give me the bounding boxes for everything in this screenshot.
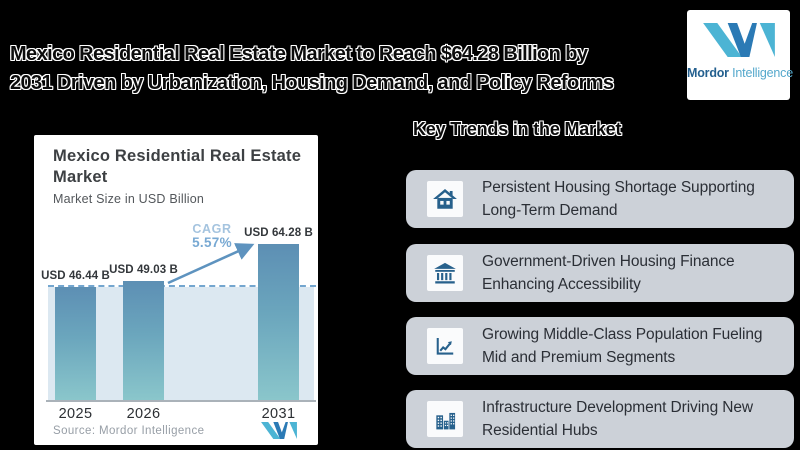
- bank-icon: [434, 262, 456, 284]
- trend-text-line1: Infrastructure Development Driving New: [482, 399, 753, 416]
- dashed-target-line: [48, 285, 316, 287]
- mordor-m-icon: [702, 23, 775, 57]
- trend-text: Government-Driven Housing Finance Enhanc…: [482, 244, 735, 302]
- market-chart-card: Mexico Residential Real Estate Market Ma…: [34, 135, 318, 445]
- trend-text-line1: Growing Middle-Class Population Fueling: [482, 326, 763, 343]
- cagr-annotation: CAGR 5.57%: [174, 222, 250, 250]
- logo-word-mordor: Mordor: [687, 66, 729, 80]
- source-note: Source: Mordor Intelligence: [53, 425, 205, 437]
- trend-text-line1: Persistent Housing Shortage Supporting: [482, 179, 755, 196]
- chart-title-line1: Mexico Residential Real Estate: [53, 147, 302, 165]
- x-axis-tick-label: 2025: [58, 406, 93, 422]
- cagr-label: CAGR: [192, 222, 232, 236]
- page-title-line1: Mexico Residential Real Estate Market to…: [10, 43, 588, 65]
- buildings-icon: [436, 412, 456, 430]
- trend-icon-tile: [427, 401, 463, 437]
- mordor-intelligence-logo: Mordor Intelligence: [687, 10, 793, 100]
- logo-word-intelligence-text: Intelligence: [732, 66, 793, 80]
- growth-arrow-icon: [167, 243, 255, 285]
- trend-text: Persistent Housing Shortage Supporting L…: [482, 170, 755, 228]
- x-axis-tick-label: 2031: [261, 406, 296, 422]
- mini-mordor-m-icon: [261, 422, 297, 439]
- trend-icon-tile: [427, 255, 463, 291]
- page-title: Mexico Residential Real Estate Market to…: [10, 40, 682, 98]
- trend-text-line2: Mid and Premium Segments: [482, 349, 676, 366]
- trend-text: Infrastructure Development Driving New R…: [482, 390, 753, 448]
- bar-2026: [123, 281, 164, 400]
- x-axis-tick-label: 2026: [126, 406, 161, 422]
- trend-item-housing-finance: Government-Driven Housing Finance Enhanc…: [406, 244, 794, 302]
- cagr-value: 5.57%: [192, 235, 232, 250]
- page-title-line2: 2031 Driven by Urbanization, Housing Dem…: [10, 72, 614, 94]
- bar-value-label: USD 49.03 B: [109, 264, 178, 276]
- bar-value-label: USD 46.44 B: [41, 270, 110, 282]
- logo-wordmark: Mordor Intelligence: [687, 66, 793, 80]
- trend-text-line2: Long-Term Demand: [482, 202, 618, 219]
- trends-heading: Key Trends in the Market: [413, 119, 622, 139]
- growth-chart-icon: [436, 337, 454, 355]
- bar-value-label: USD 64.28 B: [244, 227, 313, 239]
- trend-item-housing-shortage: Persistent Housing Shortage Supporting L…: [406, 170, 794, 228]
- trend-icon-tile: [427, 328, 463, 364]
- trend-text-line1: Government-Driven Housing Finance: [482, 253, 735, 270]
- house-icon: [433, 189, 457, 209]
- bar-2025: [55, 287, 96, 400]
- trend-icon-tile: [427, 181, 463, 217]
- bar-2031: [258, 244, 299, 400]
- trend-item-infrastructure: Infrastructure Development Driving New R…: [406, 390, 794, 448]
- trend-item-middle-class: Growing Middle-Class Population Fueling …: [406, 317, 794, 375]
- chart-title: Mexico Residential Real Estate Market: [53, 146, 303, 188]
- chart-title-line2: Market: [53, 168, 108, 186]
- trend-text-line2: Residential Hubs: [482, 422, 598, 439]
- trend-text-line2: Enhancing Accessibility: [482, 276, 641, 293]
- trend-text: Growing Middle-Class Population Fueling …: [482, 317, 763, 375]
- x-axis-line: [46, 400, 316, 402]
- chart-subtitle: Market Size in USD Billion: [53, 192, 205, 206]
